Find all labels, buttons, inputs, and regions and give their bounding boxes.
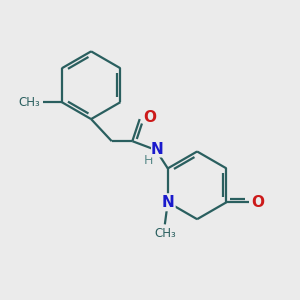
Text: O: O [251,195,265,210]
Text: N: N [151,142,164,158]
Text: CH₃: CH₃ [154,227,176,240]
Text: H: H [144,154,153,167]
Text: N: N [161,195,174,210]
Text: CH₃: CH₃ [19,96,40,109]
Text: O: O [143,110,156,125]
